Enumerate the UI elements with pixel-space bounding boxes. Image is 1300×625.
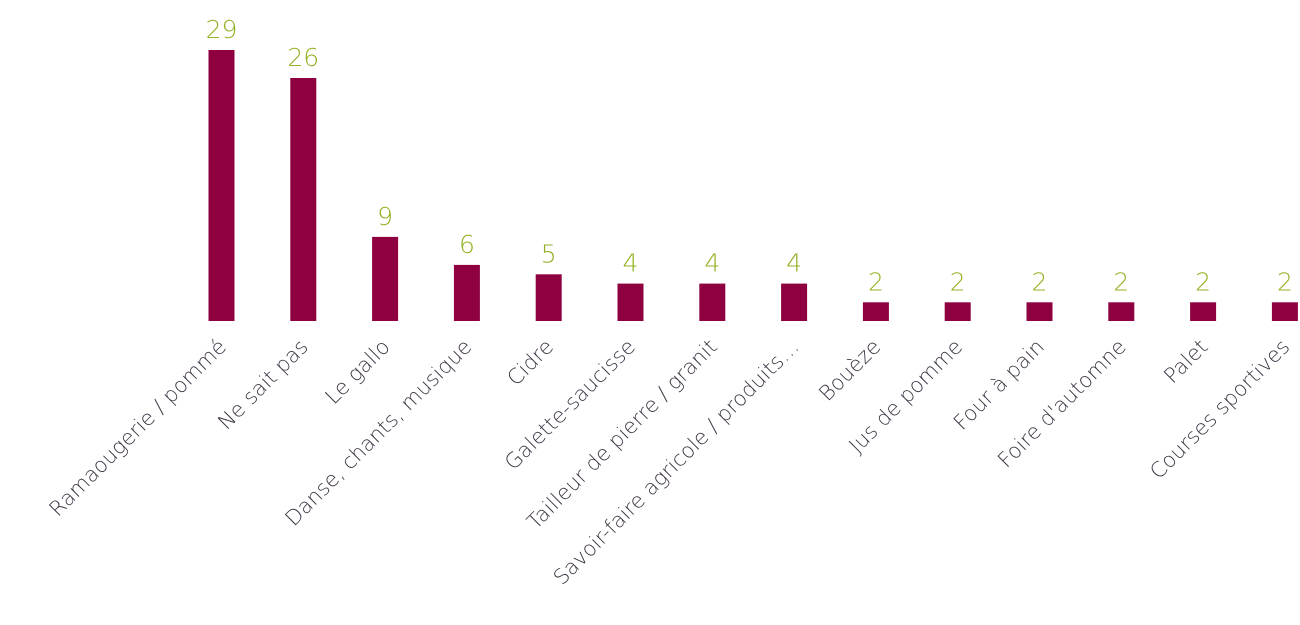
bar — [862, 302, 889, 321]
bar — [944, 302, 971, 321]
category-label: Cidre — [502, 335, 558, 391]
bar-value-label: 2 — [1195, 267, 1211, 296]
bar-value-label: 9 — [377, 202, 393, 231]
category-label: Palet — [1159, 335, 1212, 388]
bar — [617, 283, 644, 321]
bar-value-label: 2 — [1113, 267, 1129, 296]
bar — [535, 274, 562, 321]
category-label: Courses sportives — [1145, 335, 1294, 484]
category-label: Ramaougerie / pommé — [44, 335, 231, 522]
bar-value-label: 2 — [868, 267, 884, 296]
bar — [1026, 302, 1053, 321]
bar-value-label: 4 — [704, 249, 720, 278]
bar-value-label: 5 — [541, 239, 557, 268]
bar — [1190, 302, 1217, 321]
bar-value-label: 2 — [950, 267, 966, 296]
bar-value-label: 26 — [287, 43, 319, 72]
category-label: Bouèze — [814, 335, 885, 406]
bar-value-label: 29 — [206, 15, 238, 44]
bar — [1108, 302, 1135, 321]
bar — [1271, 302, 1298, 321]
bar-value-label: 2 — [1032, 267, 1048, 296]
bar-value-label: 2 — [1277, 267, 1293, 296]
bar — [453, 264, 480, 321]
bar — [290, 78, 317, 321]
bar — [781, 283, 808, 321]
bar-value-label: 4 — [786, 249, 802, 278]
bar-value-label: 6 — [459, 230, 475, 259]
bar — [208, 50, 235, 321]
value-labels-layer: 29 26 9 6 5 4 4 4 2 2 2 2 2 2 — [206, 15, 1293, 296]
category-label: Le gallo — [320, 335, 394, 409]
bars-layer — [208, 50, 1298, 321]
bar-value-label: 4 — [623, 249, 639, 278]
bar — [372, 236, 399, 321]
bar — [699, 283, 726, 321]
